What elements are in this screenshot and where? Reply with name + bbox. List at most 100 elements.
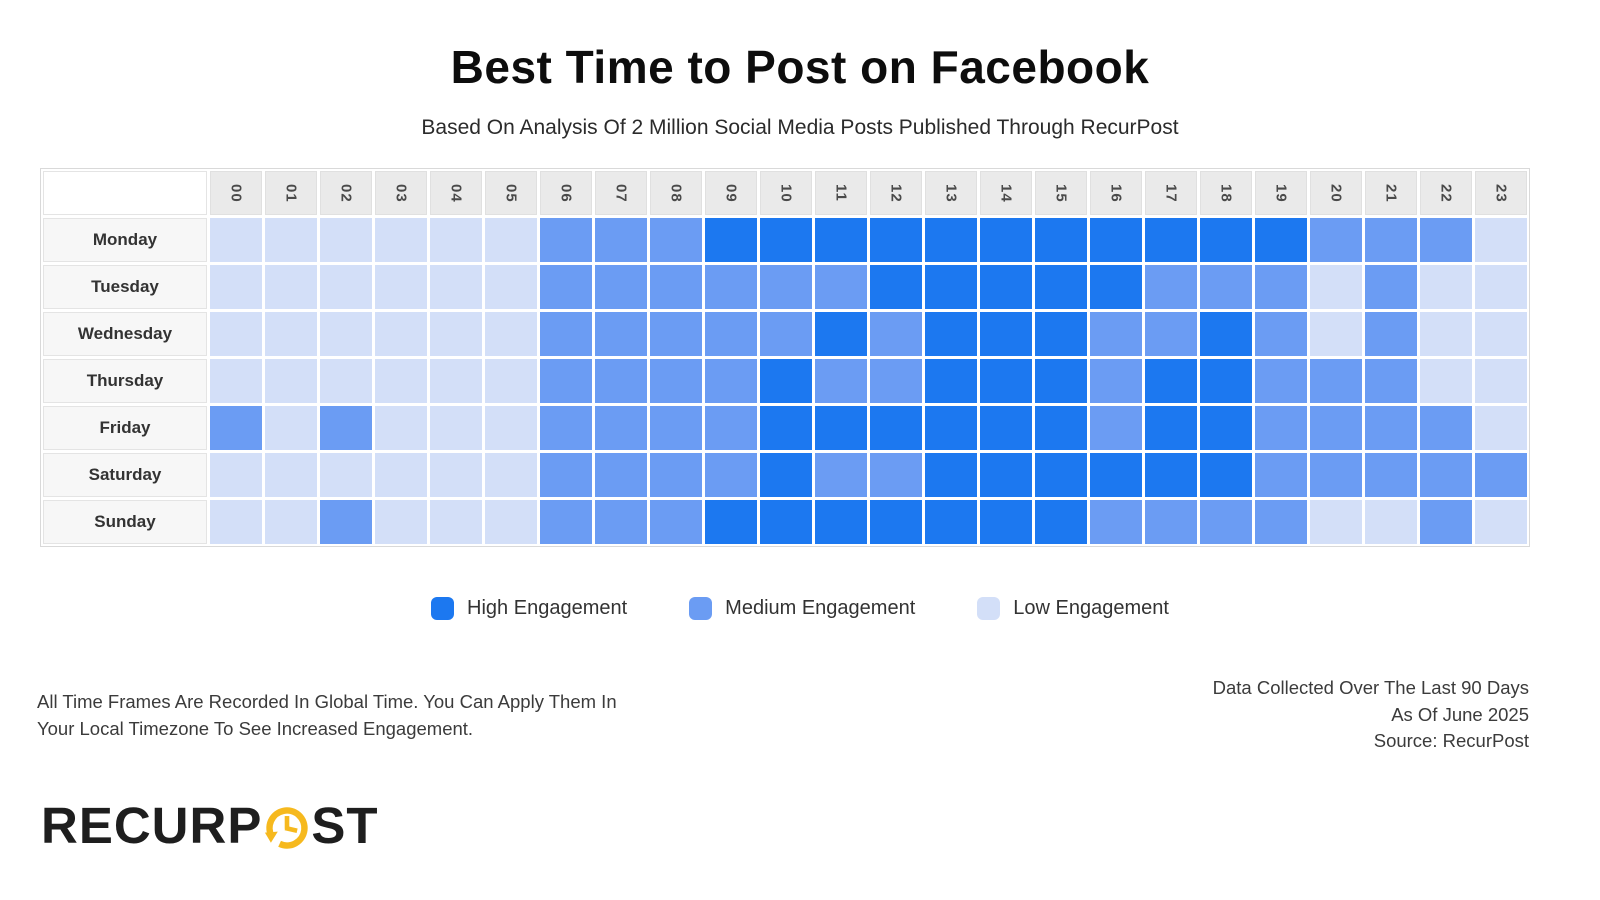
heatmap-cell-tuesday-08 — [650, 265, 702, 309]
heatmap-cell-friday-23 — [1475, 406, 1527, 450]
hour-header-14: 14 — [980, 171, 1032, 215]
heatmap-cell-monday-05 — [485, 218, 537, 262]
legend-item-h: High Engagement — [431, 597, 627, 620]
heatmap-cell-monday-10 — [760, 218, 812, 262]
heatmap-cell-monday-15 — [1035, 218, 1087, 262]
day-label-monday: Monday — [43, 218, 207, 262]
heatmap-cell-wednesday-04 — [430, 312, 482, 356]
hour-header-04: 04 — [430, 171, 482, 215]
heatmap-cell-wednesday-00 — [210, 312, 262, 356]
logo-text-left: RECURP — [41, 797, 263, 854]
heatmap-cell-saturday-01 — [265, 453, 317, 497]
heatmap-cell-saturday-03 — [375, 453, 427, 497]
heatmap-cell-wednesday-16 — [1090, 312, 1142, 356]
heatmap-cell-sunday-09 — [705, 500, 757, 544]
heatmap-cell-tuesday-05 — [485, 265, 537, 309]
heatmap-cell-monday-18 — [1200, 218, 1252, 262]
heatmap-cell-sunday-05 — [485, 500, 537, 544]
heatmap-cell-monday-00 — [210, 218, 262, 262]
heatmap-cell-friday-00 — [210, 406, 262, 450]
heatmap-cell-friday-10 — [760, 406, 812, 450]
heatmap-cell-wednesday-03 — [375, 312, 427, 356]
hour-header-21: 21 — [1365, 171, 1417, 215]
heatmap-cell-wednesday-05 — [485, 312, 537, 356]
day-label-sunday: Sunday — [43, 500, 207, 544]
heatmap-cell-tuesday-07 — [595, 265, 647, 309]
heatmap-cell-tuesday-21 — [1365, 265, 1417, 309]
heatmap-cell-friday-19 — [1255, 406, 1307, 450]
hour-header-19: 19 — [1255, 171, 1307, 215]
heatmap-cell-wednesday-07 — [595, 312, 647, 356]
heatmap-cell-sunday-03 — [375, 500, 427, 544]
heatmap-cell-sunday-12 — [870, 500, 922, 544]
footnote-as-of-date: As Of June 2025 — [1391, 703, 1529, 725]
hour-header-09: 09 — [705, 171, 757, 215]
hour-header-07: 07 — [595, 171, 647, 215]
hour-header-05: 05 — [485, 171, 537, 215]
heatmap-cell-saturday-02 — [320, 453, 372, 497]
heatmap-cell-thursday-11 — [815, 359, 867, 403]
footnote-global-time-line1: All Time Frames Are Recorded In Global T… — [37, 691, 617, 712]
heatmap-cell-sunday-11 — [815, 500, 867, 544]
heatmap-cell-tuesday-01 — [265, 265, 317, 309]
heatmap-cell-sunday-13 — [925, 500, 977, 544]
heatmap-cell-wednesday-20 — [1310, 312, 1362, 356]
heatmap-cell-monday-03 — [375, 218, 427, 262]
heatmap-cell-saturday-22 — [1420, 453, 1472, 497]
heatmap-cell-friday-15 — [1035, 406, 1087, 450]
heatmap-cell-monday-17 — [1145, 218, 1197, 262]
heatmap-cell-tuesday-02 — [320, 265, 372, 309]
heatmap-cell-thursday-00 — [210, 359, 262, 403]
heatmap-cell-wednesday-11 — [815, 312, 867, 356]
heatmap-cell-saturday-06 — [540, 453, 592, 497]
heatmap-cell-monday-12 — [870, 218, 922, 262]
heatmap-cell-friday-13 — [925, 406, 977, 450]
hour-header-10: 10 — [760, 171, 812, 215]
heatmap-cell-wednesday-08 — [650, 312, 702, 356]
heatmap-cell-saturday-00 — [210, 453, 262, 497]
heatmap-cell-thursday-01 — [265, 359, 317, 403]
heatmap-cell-wednesday-02 — [320, 312, 372, 356]
heatmap-cell-thursday-12 — [870, 359, 922, 403]
heatmap-cell-monday-23 — [1475, 218, 1527, 262]
heatmap-cell-wednesday-22 — [1420, 312, 1472, 356]
heatmap-cell-sunday-22 — [1420, 500, 1472, 544]
heatmap-cell-friday-16 — [1090, 406, 1142, 450]
heatmap-cell-friday-03 — [375, 406, 427, 450]
heatmap-cell-sunday-06 — [540, 500, 592, 544]
day-label-friday: Friday — [43, 406, 207, 450]
heatmap-cell-friday-21 — [1365, 406, 1417, 450]
heatmap-cell-wednesday-18 — [1200, 312, 1252, 356]
legend-label-m: Medium Engagement — [725, 597, 916, 619]
heatmap-cell-friday-22 — [1420, 406, 1472, 450]
hour-header-03: 03 — [375, 171, 427, 215]
heatmap-cell-thursday-21 — [1365, 359, 1417, 403]
heatmap-cell-wednesday-13 — [925, 312, 977, 356]
heatmap-cell-wednesday-09 — [705, 312, 757, 356]
heatmap-cell-thursday-22 — [1420, 359, 1472, 403]
heatmap-cell-monday-19 — [1255, 218, 1307, 262]
heatmap-cell-sunday-21 — [1365, 500, 1417, 544]
heatmap-cell-tuesday-14 — [980, 265, 1032, 309]
hour-header-02: 02 — [320, 171, 372, 215]
heatmap-cell-thursday-05 — [485, 359, 537, 403]
heatmap-cell-wednesday-21 — [1365, 312, 1417, 356]
heatmap-cell-thursday-08 — [650, 359, 702, 403]
hour-header-18: 18 — [1200, 171, 1252, 215]
heatmap-cell-friday-09 — [705, 406, 757, 450]
heatmap-cell-monday-11 — [815, 218, 867, 262]
heatmap-cell-saturday-11 — [815, 453, 867, 497]
heatmap-cell-sunday-17 — [1145, 500, 1197, 544]
hour-header-01: 01 — [265, 171, 317, 215]
day-label-tuesday: Tuesday — [43, 265, 207, 309]
heatmap-cell-monday-13 — [925, 218, 977, 262]
heatmap-cell-monday-09 — [705, 218, 757, 262]
legend-item-m: Medium Engagement — [689, 597, 915, 620]
heatmap-cell-wednesday-23 — [1475, 312, 1527, 356]
hour-header-13: 13 — [925, 171, 977, 215]
heatmap-cell-wednesday-06 — [540, 312, 592, 356]
heatmap-cell-tuesday-03 — [375, 265, 427, 309]
heatmap-cell-sunday-19 — [1255, 500, 1307, 544]
heatmap-cell-monday-07 — [595, 218, 647, 262]
legend: High Engagement Medium Engagement Low Enga… — [0, 597, 1600, 620]
